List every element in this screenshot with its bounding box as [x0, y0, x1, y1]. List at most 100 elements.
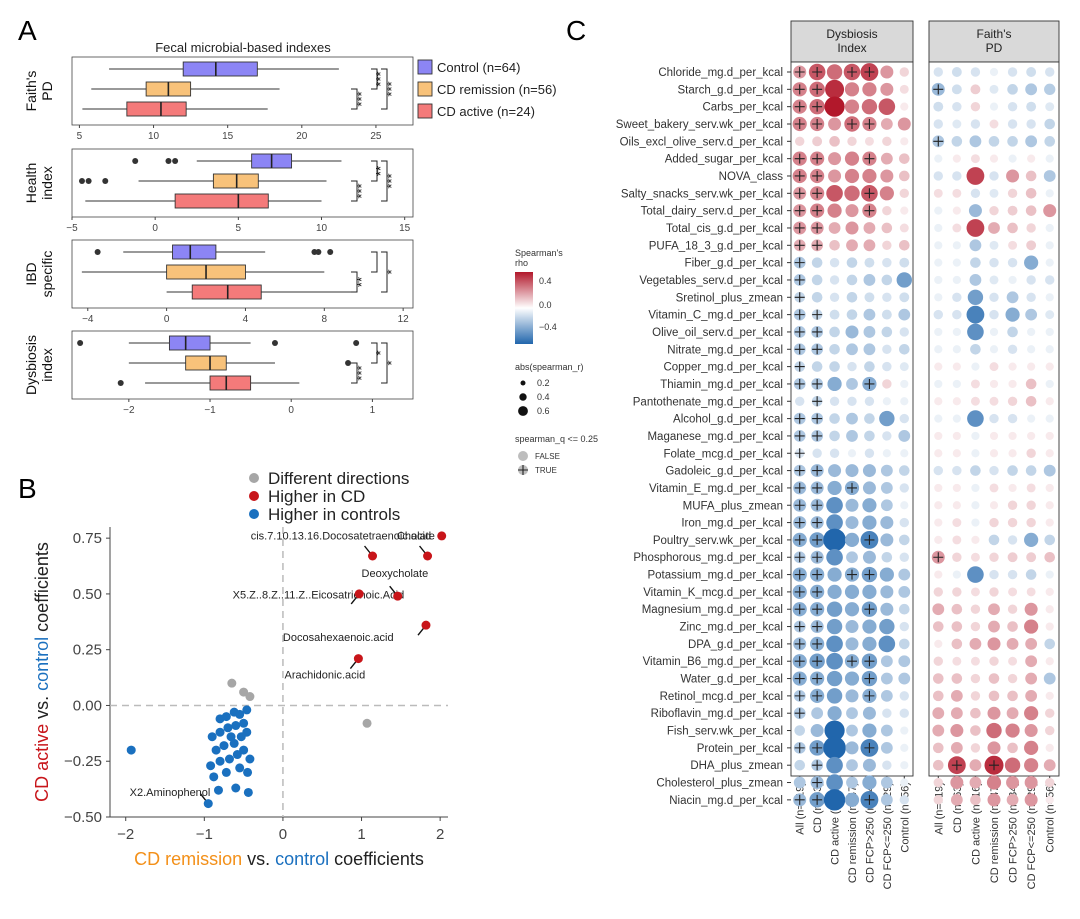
panel-c-dot: [971, 362, 980, 371]
panel-c-sig-plus: [812, 482, 823, 493]
panel-c-sig-plus: [864, 604, 875, 615]
panel-c-row-label: Alcohol_g.d_per_kcal: [673, 414, 783, 426]
panel-c-dot: [1024, 793, 1038, 807]
panel-c-dot: [794, 725, 806, 736]
panel-c-dot: [934, 414, 943, 423]
panel-c-dot: [898, 534, 910, 546]
panel-c-dot: [900, 501, 909, 510]
panel-b-y-title-part: coefficients: [32, 542, 52, 637]
panel-c-dot: [933, 587, 943, 597]
panel-c-row-label: Starch_g.d_per_kcal: [678, 84, 783, 96]
panel-b-point-gray: [245, 692, 255, 702]
panel-c-dot: [966, 305, 985, 324]
panel-b-point-blue: [215, 756, 225, 766]
panel-c-dot: [827, 203, 842, 218]
panel-a-sig-stars: ***: [373, 71, 388, 86]
panel-c-sig-plus: [794, 222, 805, 233]
panel-c-sig-plus: [794, 67, 805, 77]
panel-b-point-gray: [362, 718, 372, 728]
panel-c-sig-plus: [847, 656, 857, 667]
panel-c-row-label: DPA_g.d_per_kcal: [688, 639, 783, 651]
panel-c-dot: [950, 741, 963, 754]
panel-c-dot: [1045, 293, 1054, 302]
panel-c-dot: [989, 345, 999, 354]
panel-c-dot: [862, 464, 876, 478]
panel-c-dot: [970, 707, 981, 719]
panel-c-dot: [1044, 551, 1056, 563]
panel-b-point-blue: [243, 787, 253, 797]
panel-c-dot: [1043, 672, 1056, 685]
panel-c-dot: [862, 636, 877, 651]
panel-c-dot: [934, 258, 943, 267]
panel-c-dot: [829, 136, 840, 147]
panel-c-dot: [952, 345, 961, 354]
panel-c-sig-plus: [794, 448, 805, 459]
panel-c-col-label: Control (n=56): [1045, 782, 1057, 853]
panel-c-facet-title: Dysbiosis: [826, 27, 877, 41]
panel-c-dot: [970, 691, 981, 701]
panel-c-color-tick: −0.4: [539, 322, 557, 332]
panel-c-dot: [934, 241, 943, 250]
panel-c-dot: [1025, 83, 1038, 96]
panel-b-point-blue: [235, 763, 245, 773]
panel-c-dot: [846, 724, 858, 737]
panel-c-col-label: CD (n=63): [952, 782, 964, 833]
panel-c-dot: [826, 496, 843, 514]
panel-a-tick-label: 5: [236, 223, 242, 234]
panel-c-dot: [970, 552, 980, 562]
panel-c-dot: [951, 136, 963, 147]
panel-c-dot: [1045, 397, 1054, 406]
panel-c-dot: [1045, 725, 1055, 736]
panel-c-dot: [1007, 222, 1018, 234]
panel-c-dot: [899, 517, 909, 528]
panel-c-dot: [828, 117, 842, 131]
panel-c-dot: [864, 292, 875, 303]
panel-c-dot: [828, 152, 842, 166]
panel-c-dot: [899, 483, 909, 493]
panel-c-dot: [824, 720, 845, 741]
panel-c-dot: [932, 742, 944, 754]
panel-a-outlier: [85, 178, 92, 184]
panel-c-dot: [989, 84, 999, 94]
panel-c-dot: [952, 119, 962, 129]
panel-c-sig-plus: [794, 188, 805, 199]
panel-c-dot: [862, 723, 877, 738]
panel-c-dot: [844, 151, 860, 166]
panel-c-sig-plus: [812, 84, 823, 95]
panel-c-col-label: CD remission (n=47): [989, 782, 1001, 883]
panel-c-dot: [1007, 465, 1018, 476]
panel-c-sig-plus: [864, 67, 875, 77]
panel-c-dot: [934, 345, 943, 354]
panel-c-dot: [932, 673, 944, 684]
panel-c-row-label: Iron_mg.d_per_kcal: [681, 518, 783, 530]
panel-c-dot: [970, 465, 981, 476]
panel-c-dot: [880, 793, 893, 806]
panel-c-dot: [1025, 135, 1038, 148]
panel-c-dot: [844, 185, 860, 202]
panel-c-sig-plus: [933, 552, 944, 563]
panel-c-dot: [846, 274, 858, 286]
panel-c-dot: [1045, 362, 1054, 371]
panel-b-point-blue: [239, 718, 249, 728]
panel-b-xtick-label: 1: [357, 826, 365, 843]
panel-c-row-label: Carbs_per_kcal: [702, 102, 783, 114]
panel-c-dot: [989, 379, 999, 389]
panel-c-dot: [898, 568, 911, 581]
panel-c-dot: [862, 584, 877, 600]
panel-c-dot: [1026, 67, 1037, 77]
panel-c-row-label: Vitamin_K_mcg.d_per_kcal: [643, 587, 783, 599]
panel-c-dot: [862, 619, 877, 634]
panel-c-dot: [864, 430, 875, 442]
panel-c-dot: [967, 289, 984, 305]
panel-c-sig-plus: [864, 153, 875, 164]
panel-c-dot: [863, 326, 876, 338]
panel-b-y-title: CD active vs. control coefficients: [32, 542, 52, 802]
panel-c-dot: [880, 169, 894, 183]
panel-c-sig-plus: [864, 690, 875, 701]
panel-c-dot: [1007, 690, 1018, 702]
panel-b-point-blue: [231, 721, 241, 731]
panel-c-dot: [881, 222, 893, 234]
panel-c-row-label: Vitamin_E_mg.d_per_kcal: [649, 483, 783, 495]
panel-a-tick-label: 4: [243, 314, 249, 325]
panel-b-point-label: Deoxycholate: [362, 568, 429, 580]
